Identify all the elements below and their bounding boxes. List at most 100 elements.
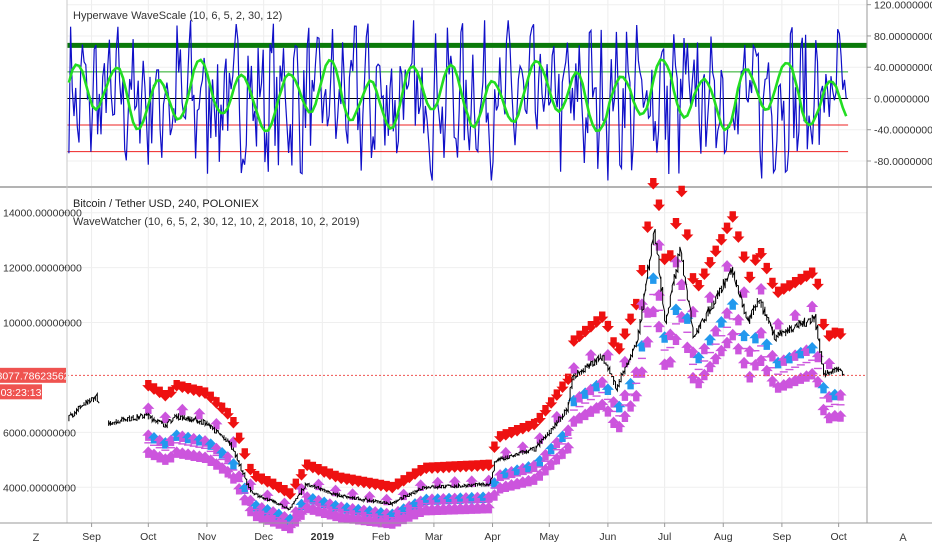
- wavewatcher-arrow-down: [652, 199, 666, 212]
- price-title: Bitcoin / Tether USD, 240, POLONIEX: [73, 198, 259, 210]
- auto-scale-button[interactable]: A: [899, 532, 907, 544]
- wavewatcher-arrow-down: [284, 488, 297, 500]
- wavewatcher-arrow-up: [743, 370, 756, 383]
- wavewatcher-arrow-up: [715, 316, 728, 328]
- wavewatcher-arrow-down: [227, 417, 240, 429]
- time-tick-label: Aug: [714, 531, 733, 543]
- wavewatcher-arrow-up: [596, 398, 609, 411]
- wavewatcher-arrow-up: [647, 305, 660, 318]
- wavewatcher-arrow-up: [601, 348, 614, 361]
- wavewatcher-arrow-down: [556, 381, 569, 393]
- wavewatcher-arrow-down: [488, 441, 501, 454]
- wavewatcher-arrow-up: [669, 333, 683, 346]
- wavewatcher-arrow-up: [545, 442, 558, 455]
- wavewatcher-arrow-down: [147, 383, 161, 395]
- wavewatcher-arrow-up: [823, 357, 836, 370]
- wavewatcher-arrow-up: [142, 402, 155, 414]
- wavewatcher-arrow-up: [755, 326, 768, 339]
- wavewatcher-arrow-down: [703, 257, 717, 269]
- wavewatcher-arrow-up: [624, 400, 637, 412]
- wavewatcher-arrow-up: [652, 320, 666, 333]
- wavewatcher-arrow-down: [686, 273, 700, 285]
- wavewatcher-arrow-up: [686, 305, 700, 318]
- wavewatcher-arrow-down: [607, 337, 620, 349]
- wavewatcher-arrow-down: [624, 313, 637, 326]
- wavewatcher-arrow-up: [675, 278, 688, 290]
- wavewatcher-arrow-down: [675, 185, 688, 198]
- wavewatcher-arrow-up: [233, 470, 246, 482]
- wavewatcher-arrow-up: [664, 355, 677, 368]
- wavewatcher-arrow-up: [545, 458, 558, 470]
- wavewatcher-arrow-up: [221, 465, 234, 478]
- price-y-tick-label: 12000.00000000: [3, 263, 82, 275]
- wavewatcher-arrow-up: [567, 415, 580, 427]
- price-y-axis[interactable]: 14000.00000000 12000.00000000 10000.000000…: [3, 208, 82, 495]
- wavewatcher-arrow-up: [573, 391, 586, 403]
- wavewatcher-arrow-up: [613, 400, 626, 413]
- osc-pane[interactable]: Hyperwave WaveScale (10, 6, 5, 2, 30, 12…: [67, 0, 932, 186]
- wavewatcher-arrow-up: [709, 324, 722, 337]
- time-axis[interactable]: Sep Oct Nov Dec 2019 Feb Mar Apr May Jun Jul Aug Sep…: [82, 523, 847, 543]
- wavewatcher-arrow-up: [703, 333, 717, 346]
- wavewatcher-arrow-up: [772, 317, 785, 330]
- wavewatcher-arrow-up: [567, 394, 580, 407]
- osc-y-axis[interactable]: 120.00000000 80.00000000 40.00000000 0.0000…: [867, 0, 932, 168]
- wavewatcher-arrow-up: [641, 335, 654, 348]
- wavewatcher-arrow-up: [703, 360, 717, 373]
- wavewatcher-arrow-up: [766, 349, 779, 362]
- wavewatcher-arrow-up: [176, 403, 189, 416]
- wavewatcher-arrow-up: [539, 463, 552, 476]
- price-y-tick-label: 6000.00000000: [3, 427, 76, 439]
- wavewatcher-arrow-up: [533, 432, 546, 444]
- wavewatcher-arrow-up: [726, 328, 739, 341]
- time-tick-label: Oct: [830, 531, 846, 543]
- wavewatcher-arrow-up: [720, 336, 734, 349]
- osc-y-tick-label: 0.00000000: [874, 93, 930, 105]
- wavewatcher-arrow-down: [732, 231, 745, 243]
- time-tick-label: Oct: [140, 531, 156, 543]
- wavewatcher-arrow-up: [556, 430, 569, 443]
- wavewatcher-arrow-up: [431, 476, 444, 489]
- wavewatcher-arrow-down: [216, 402, 229, 415]
- wavewatcher-arrow-up: [669, 255, 683, 268]
- wavewatcher-arrow-up: [720, 260, 734, 272]
- wavewatcher-arrow-up: [698, 342, 711, 355]
- wavewatcher-arrow-down: [142, 379, 155, 392]
- wavewatcher-arrow-up: [528, 459, 541, 472]
- wavewatcher-arrow-up: [715, 344, 728, 357]
- wavewatcher-arrow-up: [766, 375, 779, 387]
- osc-y-tick-label: 40.00000000: [874, 62, 932, 74]
- wavewatcher-arrow-up: [726, 298, 739, 310]
- wavewatcher-arrow-down: [482, 459, 495, 472]
- price-pane[interactable]: Bitcoin / Tether USD, 240, POLONIEX Wave…: [0, 177, 867, 534]
- wavewatcher-arrow-down: [204, 391, 217, 404]
- wavewatcher-arrow-up: [647, 272, 660, 284]
- wavewatcher-arrow-up: [732, 313, 745, 326]
- price-indicator-title: WaveWatcher (10, 6, 5, 2, 30, 12, 10, 2,…: [73, 216, 360, 228]
- countdown-value: 03:23:13: [1, 387, 42, 399]
- time-tick-label: Mar: [425, 531, 444, 543]
- wavewatcher-arrow-up: [528, 473, 541, 485]
- wavewatcher-arrow-up: [834, 389, 847, 401]
- wavewatcher-arrow-up: [806, 300, 819, 313]
- wavewatcher-arrow-up: [579, 408, 592, 421]
- wavewatcher-arrow-up: [596, 376, 609, 388]
- time-tick-label: Feb: [372, 531, 390, 543]
- wavewatcher-arrow-up: [834, 410, 847, 422]
- wavewatcher-arrow-down: [164, 386, 178, 399]
- wavewatcher-arrow-down: [539, 405, 552, 417]
- wavewatcher-arrow-down: [760, 262, 773, 275]
- scale-mode-z-button[interactable]: Z: [33, 532, 40, 544]
- osc-y-tick-label: 80.00000000: [874, 31, 932, 43]
- wavewatcher-arrow-up: [329, 484, 342, 497]
- wavewatcher-arrow-up: [703, 291, 717, 303]
- wavewatcher-arrow-up: [692, 376, 705, 389]
- wavewatcher-arrow-down: [233, 432, 246, 445]
- osc-smooth-series: [67, 58, 848, 133]
- wavewatcher-arrow-up: [488, 489, 501, 501]
- wavewatcher-arrow-down: [278, 485, 291, 497]
- wavewatcher-arrow-up: [550, 452, 563, 465]
- wavewatcher-arrow-up: [539, 448, 552, 461]
- time-tick-label: Dec: [254, 531, 273, 543]
